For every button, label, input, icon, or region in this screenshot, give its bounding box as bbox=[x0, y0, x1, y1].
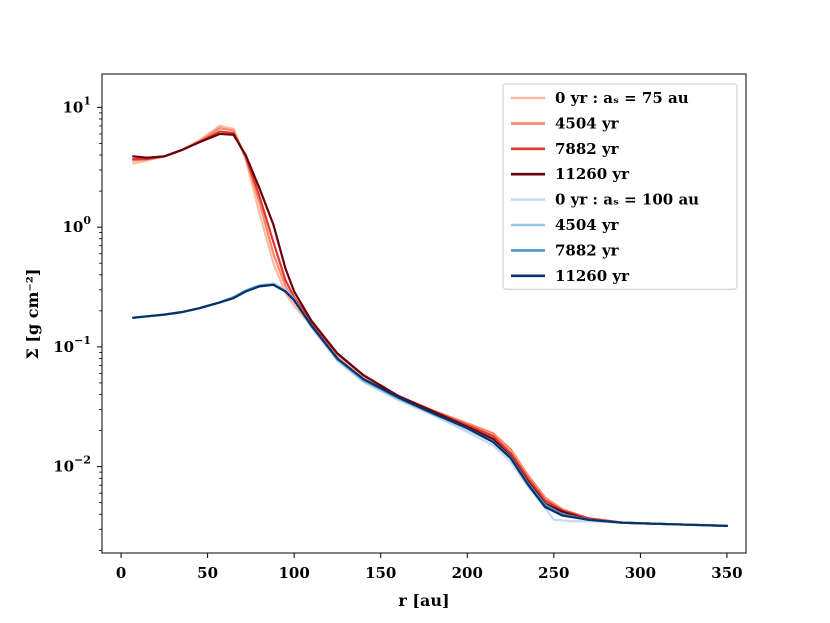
axes-layer: 0 50 100 150 200 250 300 350 10−2 10−1 100 101 bbox=[53, 73, 747, 582]
legend-label-1: 0 yr : aₛ = 75 au bbox=[555, 89, 689, 107]
series-line-8 bbox=[132, 283, 729, 527]
series-line-4 bbox=[132, 132, 729, 527]
legend-label-4: 11260 yr bbox=[555, 165, 630, 183]
x-tick-label: 200 bbox=[452, 564, 483, 582]
plot-frame bbox=[101, 73, 747, 554]
legend-box bbox=[502, 83, 738, 290]
x-tick-label: 150 bbox=[365, 564, 396, 582]
legend-label-7: 7882 yr bbox=[555, 241, 620, 259]
x-tick-label: 300 bbox=[625, 564, 656, 582]
legend-label-8: 11260 yr bbox=[555, 267, 630, 285]
legend-label-2: 4504 yr bbox=[555, 114, 620, 132]
x-tick-label: 50 bbox=[197, 564, 218, 582]
legend: 0 yr : aₛ = 75 au 4504 yr 7882 yr 11260 yr 0… bbox=[502, 83, 738, 290]
y-axis-label: Σ [g cm⁻²] bbox=[23, 269, 42, 360]
x-tick-label: 250 bbox=[538, 564, 569, 582]
legend-label-6: 4504 yr bbox=[555, 216, 620, 234]
legend-label-5: 0 yr : aₛ = 100 au bbox=[555, 191, 699, 209]
x-tick-label: 100 bbox=[279, 564, 310, 582]
y-tick-label: 10−1 bbox=[53, 334, 91, 356]
y-tick-label: 10−2 bbox=[53, 454, 91, 476]
x-tick-label: 0 bbox=[116, 564, 126, 582]
x-tick-label: 350 bbox=[711, 564, 742, 582]
x-axis-label: r [au] bbox=[398, 591, 449, 610]
y-tick-label: 100 bbox=[62, 214, 91, 236]
legend-label-3: 7882 yr bbox=[555, 140, 620, 158]
series-layer bbox=[132, 124, 729, 527]
y-tick-label: 101 bbox=[62, 94, 91, 116]
